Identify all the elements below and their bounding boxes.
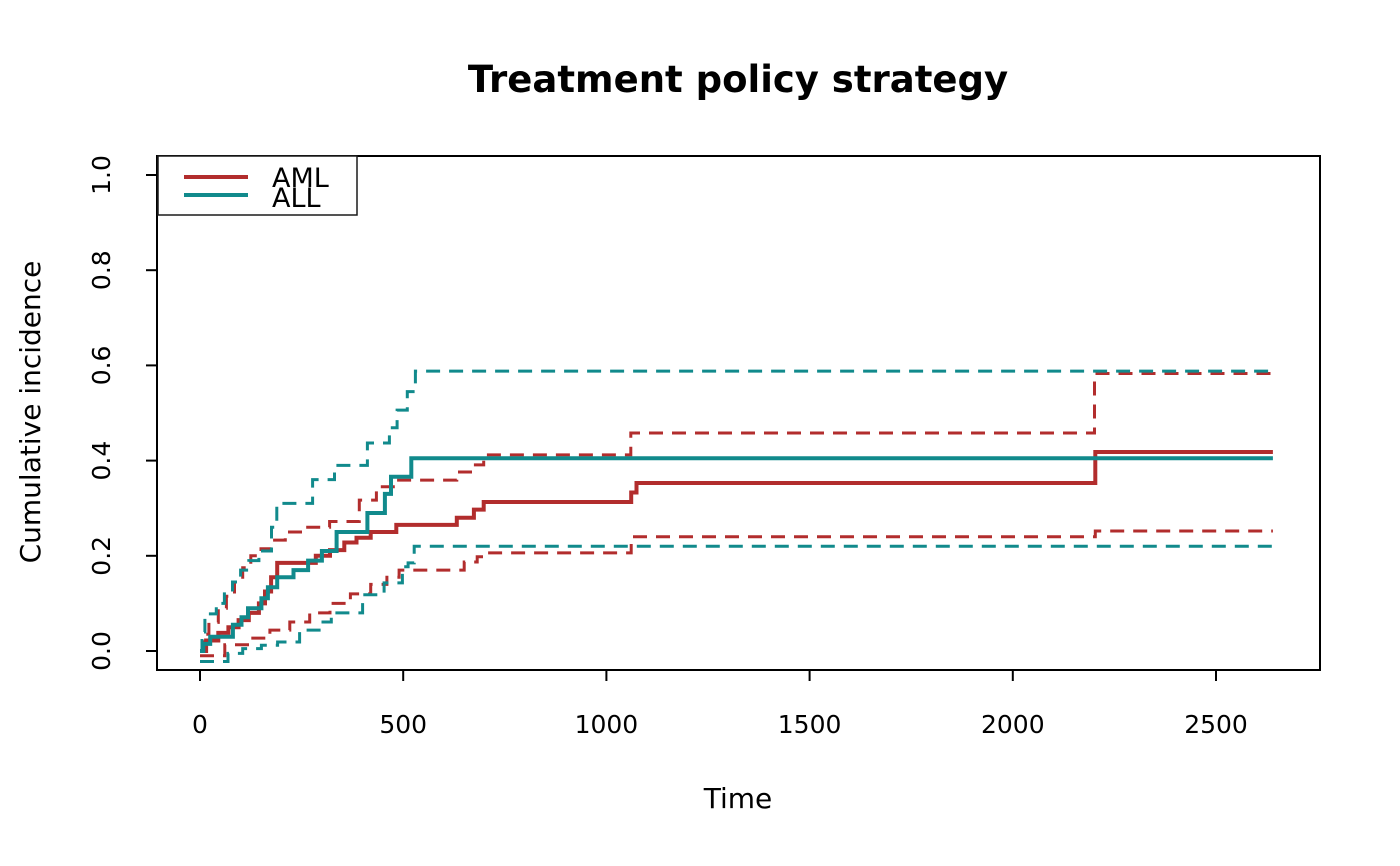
legend-label-aml: AML (272, 163, 329, 194)
x-tick-label: 1500 (778, 710, 842, 739)
y-tick-label: 0.2 (87, 536, 116, 576)
y-tick-label: 0.4 (87, 441, 116, 481)
x-tick-label: 2500 (1184, 710, 1248, 739)
series-all-estimate (200, 456, 1273, 653)
series-aml-lower-ci (200, 529, 1273, 658)
series-aml-upper-ci (200, 372, 1273, 653)
legend-box (157, 155, 358, 216)
y-tick-label: 0.6 (87, 346, 116, 386)
series-all-lower-ci (200, 544, 1273, 663)
legend: AML ALL (157, 155, 358, 216)
y-tick-label: 0.0 (87, 631, 116, 671)
y-tick-label: 0.8 (87, 250, 116, 290)
y-tick-label: 1.0 (87, 155, 116, 195)
plot-box (156, 155, 1321, 671)
x-tick-label: 500 (379, 710, 427, 739)
legend-label-all: ALL (272, 183, 321, 214)
series-all-upper-ci (200, 369, 1273, 653)
x-tick-label: 0 (192, 710, 208, 739)
x-tick-label: 2000 (981, 710, 1045, 739)
x-axis-label: Time (703, 782, 773, 815)
y-axis-label: Cumulative incidence (14, 261, 47, 564)
chart-title: Treatment policy strategy (468, 58, 1008, 101)
series-aml-estimate (200, 450, 1273, 653)
plot-area: 0 500 1000 1500 2000 2500 0.0 0.2 0.4 0.6 0.8 1.0 (87, 155, 1321, 739)
x-tick-label: 1000 (575, 710, 639, 739)
